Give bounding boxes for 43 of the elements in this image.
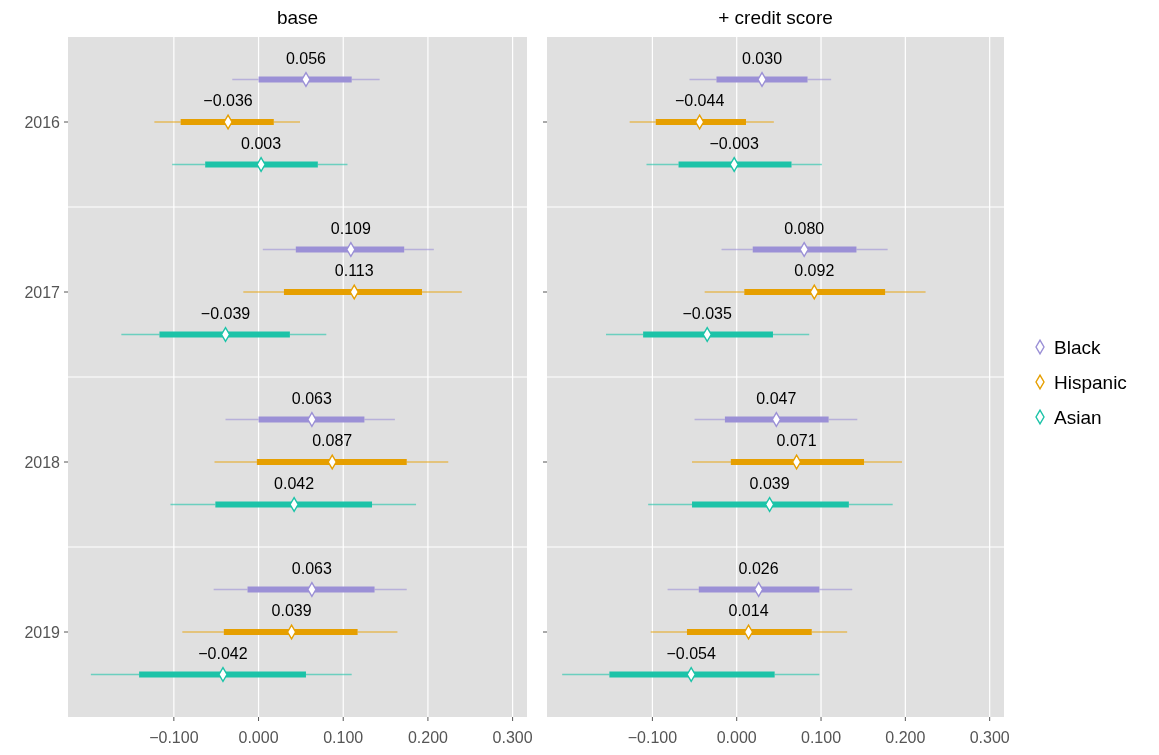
text: 0.042 [274, 474, 315, 492]
text: 0.026 [738, 559, 779, 577]
text: −0.039 [200, 304, 251, 322]
text: −0.036 [203, 92, 253, 109]
text: 0.030 [741, 49, 783, 67]
text: −0.003 [709, 134, 759, 152]
text: 0.039 [749, 474, 790, 492]
text: 0.092 [794, 262, 835, 279]
chart-title: + credit score [718, 7, 833, 28]
text: 0.087 [312, 432, 353, 449]
text: 0.071 [776, 432, 817, 449]
y-tick-label: 2018 [24, 453, 61, 471]
y-tick-label: 2019 [24, 623, 61, 641]
x-tick-label: −0.100 [149, 729, 199, 746]
x-tick-label: 0.000 [716, 729, 757, 746]
x-tick-label: 0.300 [492, 729, 533, 746]
text: 0.014 [728, 602, 769, 619]
text: 0.113 [334, 262, 374, 279]
text: 0.047 [756, 389, 797, 407]
text: 0.063 [291, 389, 332, 407]
text: Black [1054, 336, 1101, 358]
text: 0.109 [330, 219, 371, 237]
text: −0.054 [666, 644, 716, 662]
text: −0.035 [682, 304, 732, 322]
text: 0.003 [241, 134, 282, 152]
text: 0.056 [285, 49, 326, 67]
x-tick-label: 0.100 [323, 729, 364, 746]
chart-title: base [276, 7, 319, 28]
text: −0.044 [674, 92, 725, 109]
text: Asian [1054, 406, 1102, 428]
text: 0.080 [784, 219, 825, 237]
x-tick-label: 0.200 [885, 729, 926, 746]
x-tick-label: 0.100 [801, 729, 842, 746]
y-tick-label: 2017 [24, 283, 61, 301]
text: Hispanic [1054, 371, 1127, 393]
x-tick-label: −0.100 [627, 729, 678, 746]
x-tick-label: 0.200 [407, 729, 449, 746]
y-tick-label: 2016 [24, 113, 61, 131]
text: 0.039 [271, 602, 312, 619]
x-tick-label: 0.300 [969, 729, 1010, 746]
x-tick-label: 0.000 [238, 729, 279, 746]
text: −0.042 [198, 644, 248, 662]
text: 0.063 [291, 559, 332, 577]
